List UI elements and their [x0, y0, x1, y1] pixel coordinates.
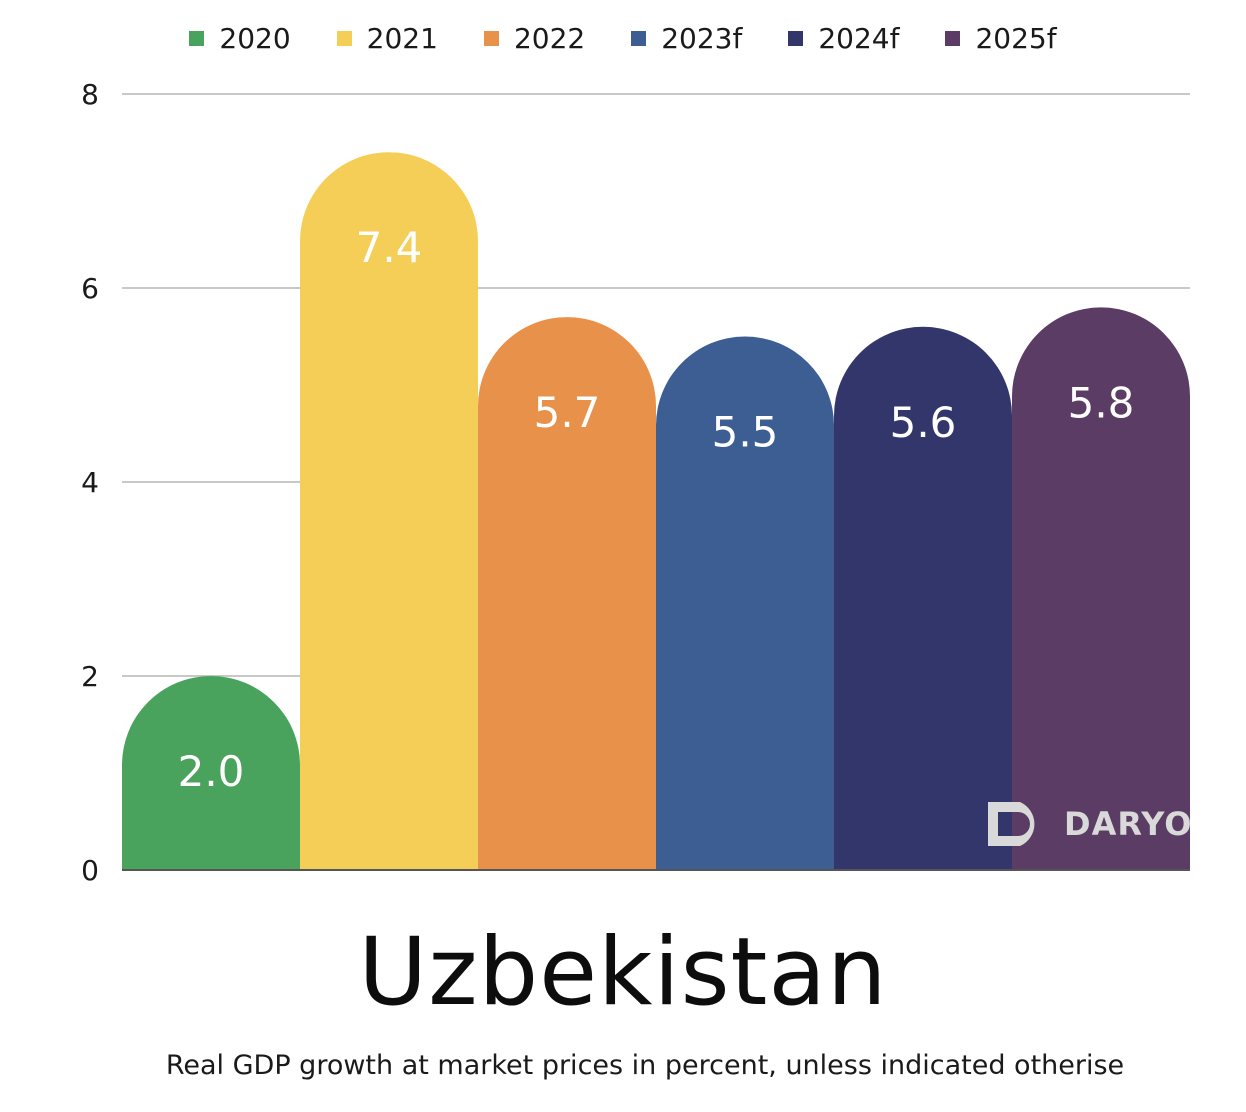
bar-2025f [1012, 307, 1190, 870]
legend-label: 2024f [818, 22, 900, 55]
bar-2024f [834, 326, 1012, 870]
legend-swatch [945, 31, 961, 46]
daryo-logo-icon [988, 802, 1035, 846]
y-tick-label: 6 [81, 272, 99, 305]
bars [122, 152, 1190, 871]
bar-value-label: 5.6 [890, 398, 957, 447]
y-tick-label: 8 [81, 78, 99, 111]
daryo-watermark: DARYO [984, 798, 1192, 850]
bar-value-label: 5.5 [712, 408, 779, 457]
chart-title: Uzbekistan [358, 918, 888, 1027]
y-tick-label: 4 [81, 466, 99, 499]
watermark-text: DARYO [1064, 805, 1193, 843]
legend-item-2021: 2021 [336, 22, 438, 55]
y-axis-ticks: 0 2 4 6 8 [81, 78, 99, 887]
bar-value-label: 2.0 [178, 747, 245, 796]
legend-label: 2020 [219, 22, 291, 55]
bar-2021 [300, 152, 478, 870]
bar-value-label: 5.8 [1068, 378, 1135, 427]
legend-label: 2021 [366, 22, 438, 55]
bar-2023f [656, 336, 834, 870]
bar-value-label: 7.4 [356, 223, 423, 272]
bar-chart: 0 2 4 6 8 2.0 7.4 5.7 5.5 5.6 5.8 [81, 78, 1190, 887]
legend-label: 2023f [661, 22, 743, 55]
y-tick-label: 2 [81, 660, 99, 693]
legend-item-2023f: 2023f [631, 22, 742, 55]
legend: 2020 2021 2022 2023f 2024f 2025f [0, 22, 1246, 55]
chart-subtitle: Real GDP growth at market prices in perc… [165, 1050, 1125, 1081]
legend-swatch [189, 31, 205, 46]
legend-item-2020: 2020 [189, 22, 291, 55]
legend-label: 2025f [975, 22, 1057, 55]
legend-swatch [631, 31, 647, 46]
legend-item-2022: 2022 [483, 22, 586, 55]
bar-2022 [478, 317, 656, 871]
legend-swatch [483, 31, 499, 46]
y-tick-label: 0 [81, 854, 99, 887]
legend-item-2025f: 2025f [945, 22, 1057, 55]
legend-label: 2022 [513, 22, 586, 55]
bar-value-label: 5.7 [534, 388, 601, 437]
legend-swatch [336, 31, 352, 46]
bar-2020 [122, 676, 300, 870]
legend-swatch [788, 31, 804, 46]
legend-item-2024f: 2024f [788, 22, 899, 55]
bar-value-labels: 2.0 7.4 5.7 5.5 5.6 5.8 [178, 223, 1135, 796]
